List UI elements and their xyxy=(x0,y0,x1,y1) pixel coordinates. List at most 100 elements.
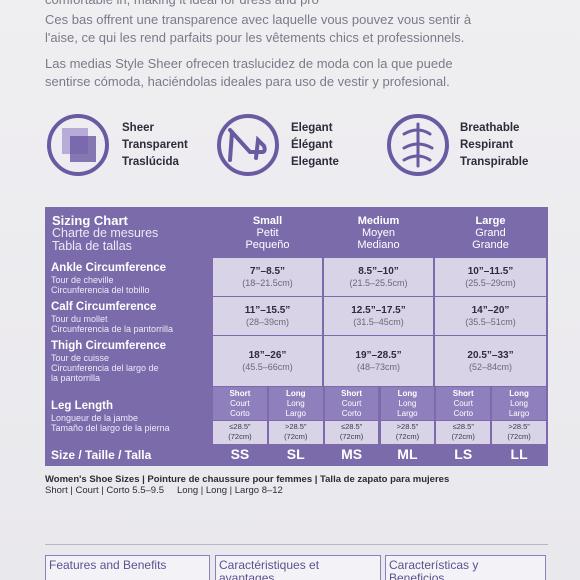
intro-es: sentirse cómoda, haciéndolas ideales par… xyxy=(45,74,450,89)
shoe-title: Women's Shoe Sizes | Pointure de chaussu… xyxy=(45,474,450,485)
value-cell xyxy=(435,297,546,335)
size-code: ML xyxy=(397,446,418,462)
length-cell xyxy=(213,387,267,420)
value-metric: (25.5–29cm) xyxy=(465,278,516,288)
value-metric: (35.5–51cm) xyxy=(465,317,516,327)
size-row-label: Size / Taille / Talla xyxy=(51,448,152,462)
value-cell xyxy=(435,336,546,386)
value-cell xyxy=(324,258,433,296)
row-label: Tour de cheville xyxy=(51,275,114,285)
length-label: Long xyxy=(397,389,418,398)
range-label: ≤28.5” xyxy=(229,422,251,431)
intro-fr: Ces bas offrent une transparence avec la… xyxy=(45,12,472,27)
row-label: Tour du mollet xyxy=(51,314,108,324)
range-label: (72cm) xyxy=(395,432,420,441)
range-label: >28.5” xyxy=(396,422,419,431)
length-label: Long xyxy=(285,389,306,398)
size-header: Small xyxy=(252,215,283,227)
value-main: 8.5”–10” xyxy=(358,266,399,277)
length-label: Largo xyxy=(285,409,306,418)
sheer-square-front xyxy=(70,136,96,162)
size-code: LS xyxy=(454,446,473,462)
range-cell xyxy=(380,421,435,444)
size-code: SL xyxy=(286,446,305,462)
value-cell xyxy=(213,258,322,296)
feature-label: Traslúcida xyxy=(122,156,179,168)
length-label: Court xyxy=(230,399,250,408)
size-code: LL xyxy=(510,446,528,462)
value-cell xyxy=(435,258,546,296)
size-header: Medium xyxy=(357,215,400,227)
range-label: >28.5” xyxy=(508,422,530,431)
range-cell xyxy=(213,421,267,444)
separator xyxy=(45,544,548,545)
bottom-header xyxy=(45,555,210,580)
size-code: MS xyxy=(341,446,363,462)
value-main: 14”–20” xyxy=(471,305,510,316)
value-metric: (18–21.5cm) xyxy=(242,278,293,288)
length-label: Corto xyxy=(341,409,362,418)
leg-label: Tamaño del largo de la pierna xyxy=(51,423,170,433)
feature-label: Transpirable xyxy=(460,156,529,168)
value-metric: (31.5–45cm) xyxy=(353,317,404,327)
length-label: Long xyxy=(398,399,417,408)
length-cell xyxy=(436,387,491,420)
length-label: Largo xyxy=(508,409,530,418)
bottom-header-text: avantages xyxy=(219,571,275,580)
leg-label: Longueur de la jambe xyxy=(51,413,139,423)
row-label: Circunferencia del largo de xyxy=(51,363,159,373)
row-label: la pantorrilla xyxy=(51,373,101,383)
length-cell xyxy=(492,387,546,420)
row-label: Ankle Circumference xyxy=(51,262,167,274)
value-cell xyxy=(213,336,322,386)
length-label: Court xyxy=(341,399,362,408)
size-header: Pequeño xyxy=(245,239,290,251)
value-main: 19”–28.5” xyxy=(355,350,402,361)
value-metric: (45.5–66cm) xyxy=(242,362,293,372)
row-label: Calf Circumference xyxy=(51,301,157,313)
value-main: 10”–11.5” xyxy=(467,266,514,277)
value-main: 11”–15.5” xyxy=(244,305,291,316)
length-label: Court xyxy=(453,399,474,408)
intro-es: Las medias Style Sheer ofrecen traslucid… xyxy=(45,56,453,71)
range-cell xyxy=(436,421,491,444)
table-title: Sizing Chart xyxy=(52,213,128,228)
feature-label: Elegante xyxy=(291,156,339,168)
row-label: Tour de cuisse xyxy=(51,353,110,363)
elegant-icon-ring xyxy=(217,114,279,176)
range-label: (72cm) xyxy=(284,432,308,441)
value-cell xyxy=(213,297,322,335)
range-label: (72cm) xyxy=(451,432,475,441)
value-main: 18”–26” xyxy=(248,350,287,361)
length-label: Long xyxy=(510,399,528,408)
leg-label: Leg Length xyxy=(51,400,113,412)
row-label: Circunferencia de la pantorrilla xyxy=(51,324,174,334)
shoe-long: Long | Long | Largo 8–12 xyxy=(177,485,283,496)
breathable-arrows xyxy=(402,128,434,162)
range-label: (72cm) xyxy=(507,432,531,441)
value-cell xyxy=(324,336,433,386)
length-cell xyxy=(268,387,323,420)
length-label: Largo xyxy=(397,409,418,418)
length-label: Short xyxy=(341,389,363,398)
length-label: Corto xyxy=(453,409,474,418)
length-label: Short xyxy=(452,389,474,398)
bottom-header xyxy=(215,555,381,580)
bottom-header-text: Features and Benefits xyxy=(49,558,167,572)
table-title: Charte de mesures xyxy=(52,226,159,240)
feature-label: Elegant xyxy=(291,122,333,134)
feature-label: Respirant xyxy=(460,139,514,151)
length-cell xyxy=(324,387,379,420)
heel-shape xyxy=(228,128,267,162)
feature-label: Élégant xyxy=(291,139,333,151)
value-metric: (28–39cm) xyxy=(245,317,290,327)
shoe-short: Short | Court | Corto 5.5–9.5 xyxy=(45,485,164,496)
length-cell xyxy=(380,387,435,420)
size-header: Large xyxy=(475,215,506,227)
range-label: >28.5” xyxy=(285,422,307,431)
length-label: Long xyxy=(286,399,305,408)
value-metric: (21.5–25.5cm) xyxy=(349,278,408,288)
feature-label: Sheer xyxy=(122,122,154,134)
